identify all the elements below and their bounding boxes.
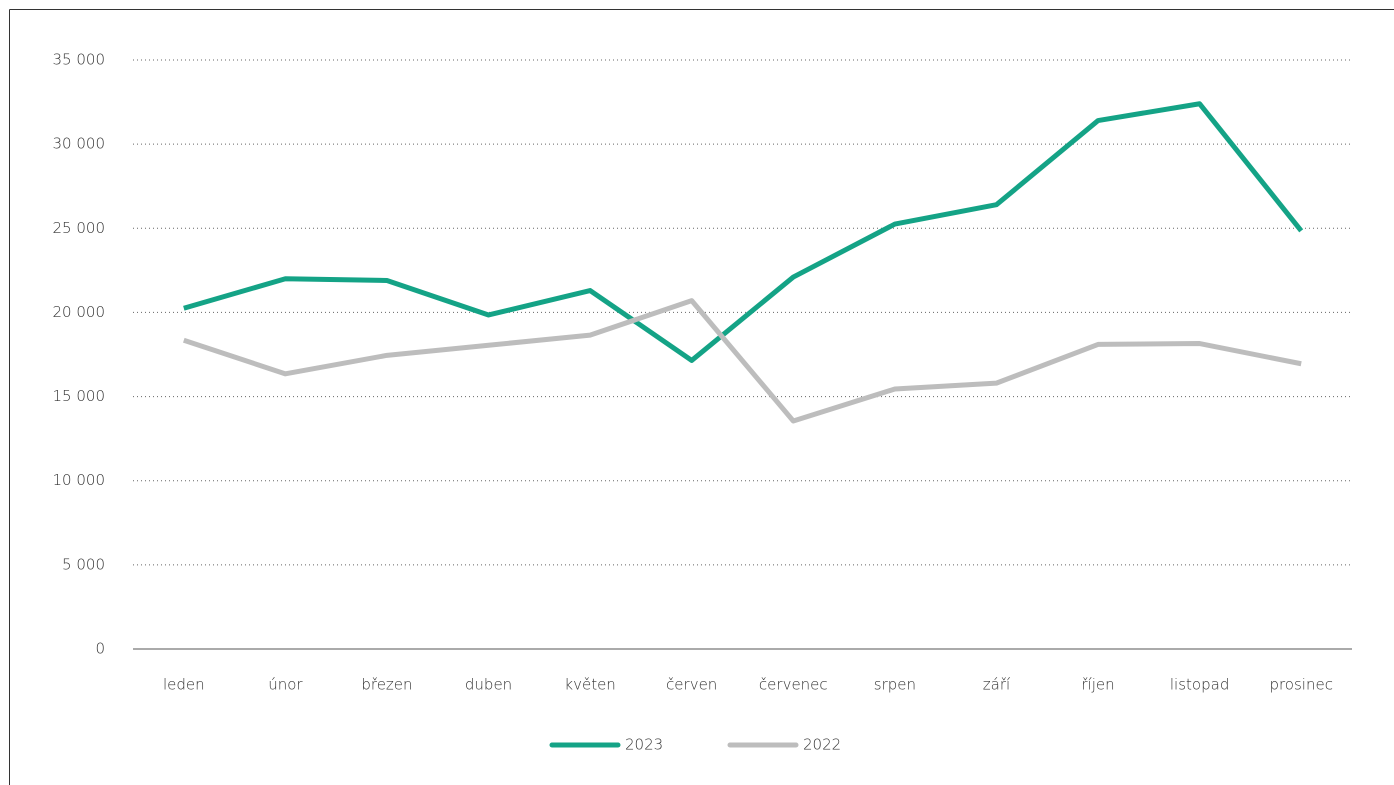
x-tick-label: září <box>983 676 1011 694</box>
y-tick-label: 15 000 <box>53 387 106 405</box>
x-tick-label: březen <box>361 676 412 694</box>
y-tick-label: 10 000 <box>53 471 106 489</box>
x-tick-label: červen <box>666 676 717 694</box>
legend-label: 2023 <box>625 736 663 754</box>
y-tick-label: 20 000 <box>53 303 106 321</box>
series-line <box>183 298 1302 424</box>
x-tick-label: listopad <box>1170 676 1229 694</box>
x-tick-label: květen <box>564 676 615 694</box>
x-tick-label: říjen <box>1081 676 1114 694</box>
x-tick-label: únor <box>268 676 303 694</box>
x-tick-label: prosinec <box>1269 676 1333 694</box>
legend-label: 2022 <box>803 736 841 754</box>
y-tick-label: 0 <box>95 640 105 658</box>
y-tick-label: 30 000 <box>53 135 106 153</box>
y-tick-label: 5 000 <box>62 555 105 573</box>
x-tick-label: srpen <box>874 676 916 694</box>
series-line <box>183 101 1304 363</box>
y-tick-label: 35 000 <box>53 51 106 69</box>
x-tick-label: duben <box>465 676 512 694</box>
x-tick-label: leden <box>163 676 205 694</box>
x-tick-label: červenec <box>759 676 828 694</box>
y-tick-label: 25 000 <box>53 219 106 237</box>
